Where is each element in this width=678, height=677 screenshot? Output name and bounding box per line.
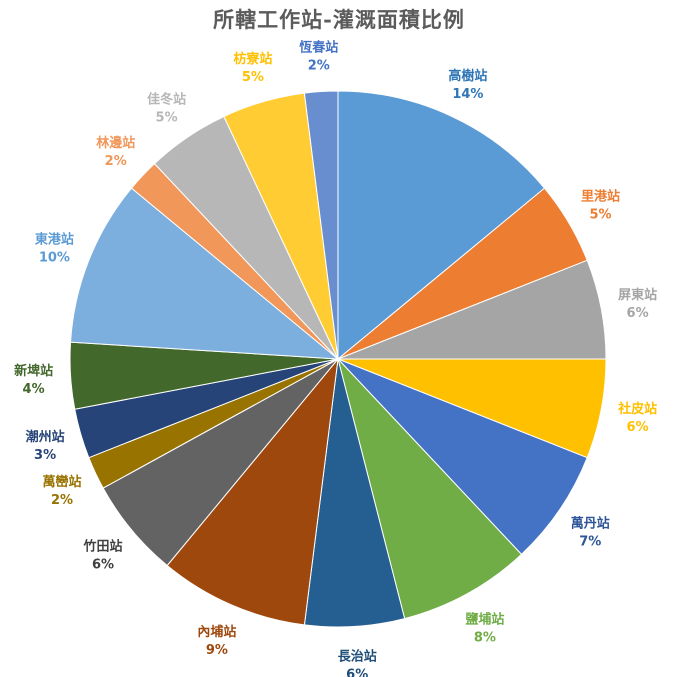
slice-label: 社皮站 bbox=[617, 401, 657, 417]
slice-percent: 5% bbox=[589, 208, 611, 223]
slice-label: 萬丹站 bbox=[571, 515, 610, 531]
pie-slice bbox=[337, 358, 588, 556]
pie-slice bbox=[166, 357, 339, 626]
slice-label: 枋寮站 bbox=[233, 51, 272, 67]
pie-slices bbox=[69, 90, 607, 628]
slice-percent: 2% bbox=[105, 154, 127, 169]
slice-percent: 2% bbox=[51, 493, 73, 508]
pie-slice bbox=[337, 90, 546, 361]
slice-percent: 6% bbox=[627, 306, 649, 321]
chart-title: 所轄工作站-灌溉面積比例 bbox=[213, 7, 465, 32]
slice-label: 新埤站 bbox=[14, 363, 53, 379]
slice-percent: 7% bbox=[579, 534, 601, 549]
slice-label: 林邊站 bbox=[96, 135, 135, 151]
pie-slice bbox=[303, 90, 339, 360]
slice-label: 恆春站 bbox=[298, 40, 338, 56]
slice-label: 高樹站 bbox=[448, 68, 487, 84]
slice-label: 鹽埔站 bbox=[465, 611, 504, 627]
slice-label: 長治站 bbox=[338, 648, 377, 664]
slice-label: 佳冬站 bbox=[147, 92, 186, 108]
slice-percent: 4% bbox=[23, 382, 45, 397]
slice-label: 內埔站 bbox=[197, 624, 236, 640]
slice-percent: 10% bbox=[39, 251, 70, 266]
pie-slice bbox=[69, 187, 340, 360]
pie-labels: 高樹站 14% 里港站 5% 屏東站 6% 社皮站 6% 萬丹站 7% 鹽埔站 8% 長治站 6% 內埔站 9… bbox=[14, 40, 657, 677]
slice-percent: 8% bbox=[474, 630, 496, 645]
slice-percent: 6% bbox=[627, 420, 649, 435]
slice-label: 東港站 bbox=[35, 232, 74, 248]
slice-percent: 5% bbox=[242, 70, 264, 85]
slice-label: 屏東站 bbox=[618, 287, 657, 303]
slice-percent: 3% bbox=[34, 448, 56, 463]
slice-label: 潮州站 bbox=[26, 429, 65, 445]
slice-percent: 9% bbox=[206, 643, 228, 658]
pie-slice bbox=[337, 358, 523, 620]
slice-label: 竹田站 bbox=[82, 538, 122, 554]
slice-percent: 2% bbox=[308, 59, 330, 74]
slice-label: 里港站 bbox=[581, 189, 620, 205]
slice-percent: 5% bbox=[156, 111, 178, 126]
slice-percent: 14% bbox=[452, 87, 483, 102]
slice-percent: 6% bbox=[92, 557, 114, 572]
slice-percent: 6% bbox=[346, 667, 368, 677]
slice-label: 萬巒站 bbox=[42, 474, 81, 490]
